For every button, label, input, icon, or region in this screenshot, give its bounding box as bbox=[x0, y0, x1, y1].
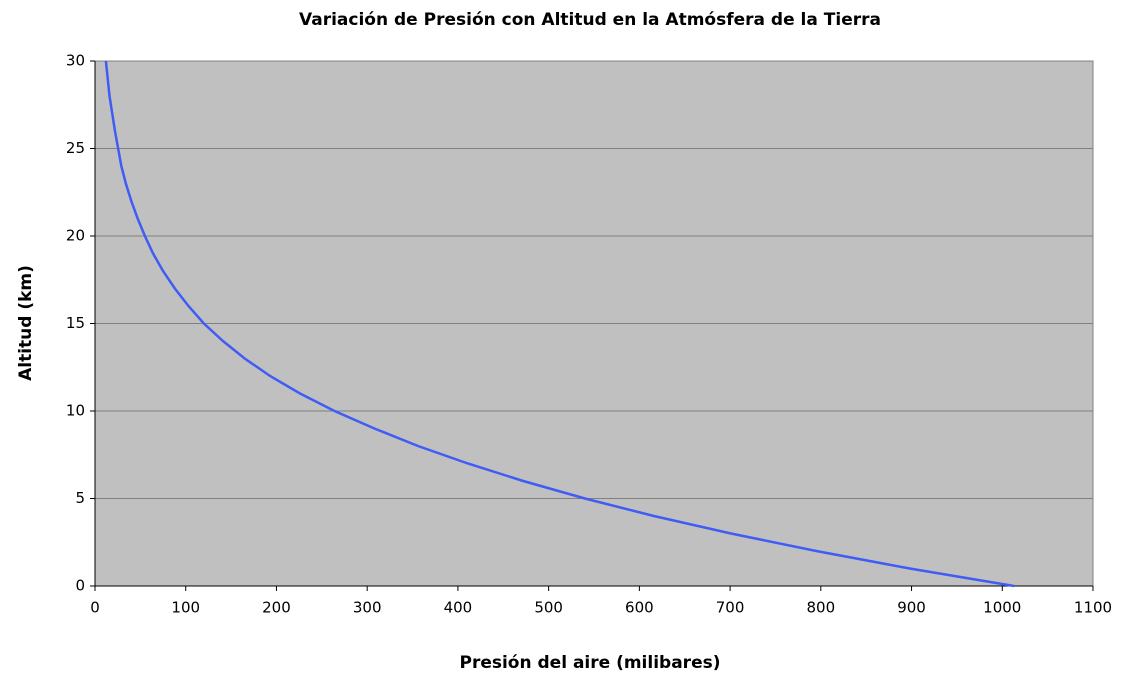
x-axis-title: Presión del aire (milibares) bbox=[459, 653, 720, 673]
y-tick-label: 10 bbox=[66, 402, 85, 420]
y-tick-label: 20 bbox=[66, 227, 85, 245]
x-tick-label: 500 bbox=[534, 599, 563, 617]
x-tick-label: 600 bbox=[625, 599, 654, 617]
y-tick-label: 15 bbox=[66, 314, 85, 332]
x-tick-label: 700 bbox=[716, 599, 745, 617]
x-tick-label: 400 bbox=[444, 599, 473, 617]
data-line bbox=[104, 60, 1015, 588]
x-tick-label: 100 bbox=[171, 599, 200, 617]
x-tick-label: 200 bbox=[262, 599, 291, 617]
chart-title: Variación de Presión con Altitud en la A… bbox=[299, 10, 881, 30]
y-tick-label: 5 bbox=[75, 489, 85, 507]
y-axis-title: Altitud (km) bbox=[16, 265, 36, 381]
y-tick-label: 25 bbox=[66, 139, 85, 157]
x-tick-label: 1000 bbox=[983, 599, 1021, 617]
y-tick-label: 0 bbox=[75, 577, 85, 595]
x-tick-label: 800 bbox=[806, 599, 835, 617]
x-tick-label: 900 bbox=[897, 599, 926, 617]
x-tick-label: 0 bbox=[90, 599, 100, 617]
x-tick-label: 1100 bbox=[1074, 599, 1112, 617]
x-tick-label: 300 bbox=[353, 599, 382, 617]
y-tick-label: 30 bbox=[66, 52, 85, 70]
